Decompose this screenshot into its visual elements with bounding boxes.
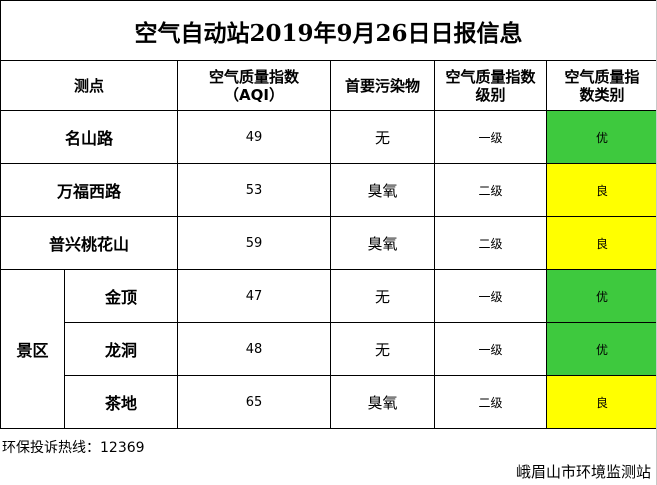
- aqi-category: 良: [546, 216, 657, 270]
- station-name: 茶地: [63, 375, 179, 429]
- aqi-value: 53: [177, 163, 332, 217]
- station-name: 名山路: [0, 110, 179, 164]
- primary-pollutant: 臭氧: [330, 163, 436, 217]
- aqi-level: 一级: [434, 269, 548, 323]
- aqi-category: 优: [546, 322, 657, 376]
- header-aqi-line2: （AQI）: [224, 85, 284, 104]
- aqi-value: 49: [177, 110, 332, 164]
- primary-pollutant: 无: [330, 269, 436, 323]
- header-category: 空气质量指 数类别: [546, 60, 657, 111]
- table-row: 龙洞 48 无 一级 优: [1, 322, 657, 376]
- primary-pollutant: 无: [330, 110, 436, 164]
- table-row: 普兴桃花山 59 臭氧 二级 良: [0, 216, 657, 270]
- aqi-level: 二级: [434, 163, 548, 217]
- aqi-level: 一级: [434, 110, 548, 164]
- header-category-line2: 数类别: [579, 85, 625, 104]
- table-row: 名山路 49 无 一级 优: [0, 110, 657, 164]
- aqi-category: 优: [546, 269, 657, 323]
- table-row: 茶地 65 臭氧 二级 良: [1, 375, 657, 429]
- table-row: 万福西路 53 臭氧 二级 良: [0, 163, 657, 217]
- aqi-value: 47: [177, 269, 332, 323]
- header-level-line2: 级别: [475, 85, 506, 104]
- header-level: 空气质量指数 级别: [434, 60, 548, 111]
- aqi-value: 48: [177, 322, 332, 376]
- report-title: 空气自动站2019年9月26日日报信息: [0, 0, 657, 60]
- station-name: 金顶: [63, 269, 179, 323]
- primary-pollutant: 臭氧: [330, 375, 436, 429]
- aqi-category: 优: [546, 110, 657, 164]
- aqi-level: 二级: [434, 375, 548, 429]
- scenic-group-label: 景区: [0, 269, 65, 429]
- table-row: 景区 金顶 47 无 一级 优: [0, 269, 657, 429]
- header-category-line1: 空气质量指: [564, 67, 640, 86]
- monitoring-station-name: 峨眉山市环境监测站: [515, 463, 651, 481]
- aqi-table: 测点 空气质量指数 （AQI） 首要污染物 空气质量指数 级别 空气质量指 数类…: [0, 60, 657, 429]
- header-aqi-line1: 空气质量指数: [209, 67, 300, 86]
- header-station: 测点: [0, 60, 179, 111]
- aqi-category: 良: [546, 375, 657, 429]
- aqi-category: 良: [546, 163, 657, 217]
- header-level-line1: 空气质量指数: [445, 67, 536, 86]
- complaint-hotline: 环保投诉热线：12369: [2, 440, 145, 456]
- station-name: 龙洞: [63, 322, 179, 376]
- primary-pollutant: 臭氧: [330, 216, 436, 270]
- header-row: 测点 空气质量指数 （AQI） 首要污染物 空气质量指数 级别 空气质量指 数类…: [0, 60, 657, 111]
- header-pollutant: 首要污染物: [330, 60, 436, 111]
- primary-pollutant: 无: [330, 322, 436, 376]
- aqi-value: 59: [177, 216, 332, 270]
- aqi-level: 一级: [434, 322, 548, 376]
- aqi-level: 二级: [434, 216, 548, 270]
- station-name: 普兴桃花山: [0, 216, 179, 270]
- header-aqi: 空气质量指数 （AQI）: [177, 60, 332, 111]
- station-name: 万福西路: [0, 163, 179, 217]
- aqi-value: 65: [177, 375, 332, 429]
